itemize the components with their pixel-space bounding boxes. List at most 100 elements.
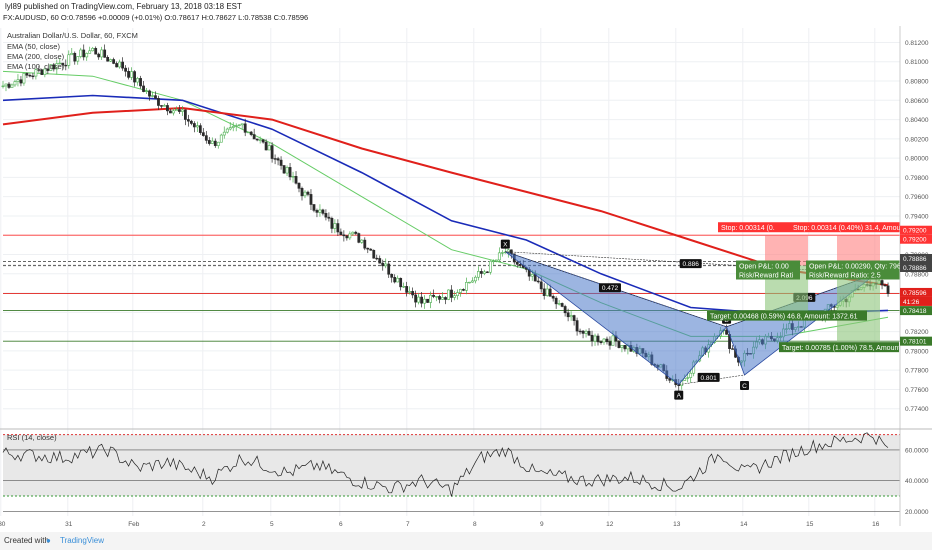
candle-body [163,105,166,107]
time-tick-label: 13 [673,521,681,528]
pattern-point-label: C [742,383,747,390]
candle-body [154,95,157,99]
price-tick-label: 0.79600 [905,194,929,201]
candle-body [1,85,5,88]
open-pl-label-2-bg [806,260,900,271]
price-tick-label: 0.78800 [905,271,929,278]
time-tick-label: 6 [339,521,343,528]
candle-body [88,50,92,54]
candle-body [249,131,253,135]
candle-body [572,315,576,321]
candle-body [560,303,564,307]
stop-label-1-bg [718,222,790,233]
price-tick-label: 0.80800 [905,79,929,86]
candle-body [178,109,181,112]
candle-body [497,252,501,261]
candle-body [43,68,47,75]
time-axis: 30 31 Feb 2 5 6 7 8 9 12 13 14 15 16 [0,521,880,528]
candle-body [447,289,450,300]
candle-body [420,296,424,304]
candle-body [13,81,17,86]
candle-body [453,295,456,298]
candle-body [369,248,373,251]
ratio-label: 0.472 [602,285,619,292]
candle-body [339,231,343,236]
candle-body [880,280,884,286]
candle-body [10,84,14,88]
price-tick-label: 0.80200 [905,136,929,143]
candle-body [297,182,301,189]
open-pl-label-1-bg [736,260,800,271]
candle-body [186,119,190,122]
price-tick-label: 0.77400 [905,406,929,413]
candle-body [61,62,65,66]
candle-body [348,233,352,239]
candle-body [500,252,504,254]
candle-body [198,125,202,133]
price-marker-label: 0.78596 [903,290,927,297]
candle-body [354,231,358,234]
candle-body [599,341,603,343]
candle-body [145,90,148,93]
target-label-1-bg [707,310,867,321]
price-tick-label: 0.81200 [905,40,929,47]
candle-body [118,61,122,68]
time-tick-label: 15 [806,521,814,528]
footer-created: Created with [4,536,49,545]
candle-body [7,83,11,88]
candle-body [222,131,226,136]
candle-body [148,90,151,97]
candle-body [327,216,331,219]
candle-body [336,223,340,233]
candle-body [378,258,382,264]
candle-body [366,247,370,250]
candle-body [518,264,522,266]
candle-body [545,288,549,296]
candle-body [207,140,211,144]
rsi-band [3,434,900,497]
candle-body [351,231,355,235]
pattern-point-bg [674,390,684,400]
candle-body [130,71,133,78]
time-tick-label: 7 [406,521,410,528]
candle-body [103,49,107,58]
rsi-pane [2,432,900,512]
candle-body [309,194,313,205]
candle-body [578,330,582,333]
candle-body [151,95,154,97]
price-tick-label: 0.77800 [905,368,929,375]
candle-body [402,286,406,288]
candle-body [160,105,163,107]
candle-body [318,209,322,213]
candle-body [450,289,453,298]
candle-body [70,52,74,56]
time-tick-label: Feb [128,521,140,528]
candle-body [438,296,441,300]
price-marker-bg [900,234,932,244]
candle-body [623,345,627,350]
candle-body [324,213,328,218]
candle-body [414,294,418,303]
candle-body [488,260,492,273]
time-tick-label: 31 [65,521,73,528]
candle-body [300,188,304,197]
candle-body [19,79,23,84]
candle-body [261,139,265,143]
time-tick-label: 5 [270,521,274,528]
candle-body [363,239,367,249]
candle-body [423,298,426,304]
candle-body [183,109,187,120]
price-tick-label: 0.78000 [905,348,929,355]
publish-line: lyl89 published on TradingView.com, Febr… [5,2,242,11]
candle-body [581,330,585,334]
candle-body [539,281,543,290]
candle-body [204,135,208,141]
candle-body [237,124,241,126]
candle-body [285,167,289,174]
time-tick-label: 12 [606,521,614,528]
candle-body [315,210,319,213]
candle-body [4,83,8,87]
candle-body [444,297,447,300]
price-marker-label: 41:26 [903,299,920,306]
